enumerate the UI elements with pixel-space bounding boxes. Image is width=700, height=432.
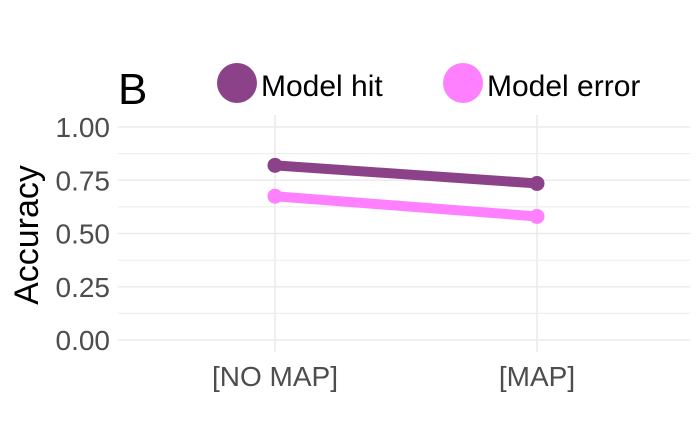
grid bbox=[118, 115, 690, 352]
panel-label: B bbox=[118, 65, 147, 114]
series-model-error bbox=[267, 188, 545, 224]
legend-label: Model error bbox=[487, 70, 640, 103]
x-axis-ticks: [NO MAP] [MAP] bbox=[212, 361, 575, 392]
legend-item: Model error bbox=[443, 63, 640, 103]
series bbox=[267, 157, 545, 224]
y-tick-label: 0.50 bbox=[56, 219, 111, 250]
y-tick-label: 0.75 bbox=[56, 165, 111, 196]
legend-swatch bbox=[217, 63, 257, 103]
legend-label: Model hit bbox=[261, 70, 383, 103]
legend-item: Model hit bbox=[217, 63, 383, 103]
y-axis-label: Accuracy bbox=[8, 165, 46, 305]
x-tick-label: [NO MAP] bbox=[212, 361, 338, 392]
series-model-hit bbox=[267, 157, 545, 191]
data-point bbox=[529, 175, 545, 191]
legend: Model hit Model error bbox=[217, 63, 640, 103]
y-tick-label: 0.00 bbox=[56, 325, 111, 356]
y-tick-label: 1.00 bbox=[56, 112, 111, 143]
data-point bbox=[267, 188, 283, 204]
x-tick-label: [MAP] bbox=[499, 361, 575, 392]
y-tick-label: 0.25 bbox=[56, 272, 111, 303]
data-point bbox=[529, 208, 545, 224]
series-line bbox=[270, 160, 542, 189]
series-line bbox=[270, 191, 542, 222]
legend-swatch bbox=[443, 63, 483, 103]
y-axis-ticks: 0.00 0.25 0.50 0.75 1.00 bbox=[56, 112, 111, 356]
data-point bbox=[267, 157, 283, 173]
